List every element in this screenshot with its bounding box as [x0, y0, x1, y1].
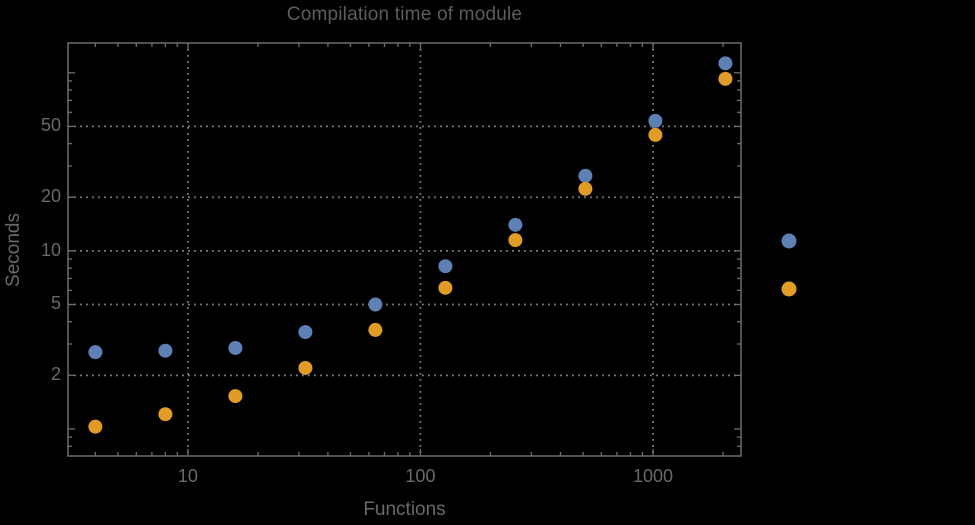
data-point-blue: [88, 345, 103, 360]
y-tick-label: 2: [50, 364, 61, 385]
data-point-blue: [228, 340, 243, 355]
data-point-orange: [648, 127, 663, 142]
x-tick-label: 1000: [632, 466, 674, 486]
data-point-blue: [648, 113, 663, 128]
data-point-orange: [438, 280, 453, 295]
data-point-orange: [298, 360, 313, 375]
data-point-blue: [578, 168, 593, 183]
plot-frame: [67, 42, 742, 457]
y-tick-label: 5: [50, 293, 61, 314]
y-tick-label: 10: [40, 239, 61, 260]
data-point-orange: [718, 71, 733, 86]
data-point-blue: [158, 343, 173, 358]
x-tick-label: 10: [177, 466, 198, 486]
data-point-orange: [88, 419, 103, 434]
legend-marker-blue: [781, 233, 797, 249]
data-point-blue: [298, 325, 313, 340]
x-axis-label: Functions: [363, 499, 446, 520]
data-point-orange: [158, 407, 173, 422]
data-point-blue: [508, 217, 523, 232]
legend-marker-orange: [781, 281, 797, 297]
x-tick-label: 100: [405, 466, 436, 486]
data-point-blue: [368, 297, 383, 312]
data-point-orange: [578, 181, 593, 196]
data-point-orange: [228, 389, 243, 404]
y-tick-label: 50: [40, 115, 61, 136]
y-tick-label: 20: [40, 186, 61, 207]
chart-title: Compilation time of module: [286, 4, 523, 25]
data-point-blue: [718, 56, 733, 71]
data-point-orange: [508, 233, 523, 248]
data-point-blue: [438, 259, 453, 274]
data-point-orange: [368, 322, 383, 337]
